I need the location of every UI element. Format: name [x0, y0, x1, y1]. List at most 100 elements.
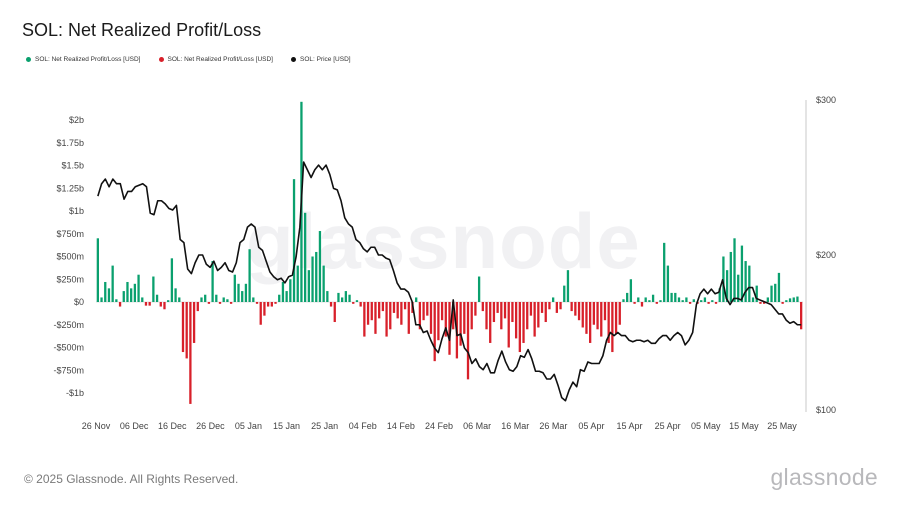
- loss-bar: [714, 302, 718, 304]
- profit-bar: [566, 270, 570, 302]
- profit-bar: [737, 274, 740, 302]
- loss-bar: [359, 302, 362, 307]
- profit-bar: [122, 291, 125, 302]
- loss-bar: [407, 302, 410, 334]
- loss-bar: [596, 302, 599, 330]
- loss-bar: [329, 302, 333, 307]
- y-left-tick-label: -$250m: [53, 320, 84, 330]
- loss-bar: [452, 302, 455, 330]
- loss-bar: [370, 302, 373, 321]
- loss-bar: [707, 302, 710, 304]
- x-tick-label: 06 Mar: [463, 421, 491, 431]
- profit-bar: [278, 294, 281, 302]
- x-tick-label: 26 Mar: [539, 421, 567, 431]
- loss-bar: [270, 302, 273, 307]
- legend-item-loss[interactable]: SOL: Net Realized Profit/Loss [USD]: [158, 56, 273, 63]
- y-left-tick-label: $1.75b: [56, 138, 84, 148]
- profit-bar: [770, 285, 773, 302]
- loss-bar: [352, 302, 355, 304]
- loss-bar: [259, 302, 262, 325]
- legend-label-price: SOL: Price [USD]: [300, 56, 351, 63]
- loss-bar: [189, 302, 192, 404]
- loss-bar: [144, 302, 148, 306]
- profit-bar: [315, 251, 318, 302]
- loss-bar: [463, 302, 466, 334]
- loss-bar: [196, 302, 199, 312]
- profit-bar: [674, 292, 677, 302]
- loss-bar: [559, 302, 562, 310]
- loss-bar: [218, 302, 222, 304]
- loss-bar: [374, 302, 377, 334]
- loss-bar: [529, 302, 533, 316]
- profit-bar: [233, 274, 236, 302]
- legend-dot-profit: [26, 57, 31, 62]
- y-left-tick-label: -$1b: [66, 388, 84, 398]
- loss-bar: [148, 302, 151, 306]
- loss-bar: [363, 302, 366, 337]
- profit-bar: [337, 292, 340, 302]
- x-tick-label: 05 May: [691, 421, 721, 431]
- y-right-tick-label: $300: [816, 95, 836, 105]
- profit-bar: [796, 296, 799, 302]
- loss-bar: [474, 302, 477, 316]
- copyright-text: © 2025 Glassnode. All Rights Reserved.: [24, 472, 239, 486]
- profit-bar: [744, 261, 747, 302]
- profit-bar: [785, 300, 788, 302]
- y-right-tick-label: $100: [816, 405, 836, 415]
- loss-bar: [511, 302, 514, 323]
- y-left-tick-label: $0: [74, 297, 84, 307]
- profit-bar: [788, 298, 792, 302]
- profit-bar: [178, 297, 181, 302]
- profit-bar: [692, 299, 695, 302]
- profit-bar: [703, 297, 707, 302]
- profit-bar: [766, 297, 769, 302]
- loss-bar: [540, 302, 544, 313]
- loss-bar: [614, 302, 618, 334]
- loss-bar: [600, 302, 603, 337]
- loss-bar: [589, 302, 592, 343]
- loss-bar: [514, 302, 518, 339]
- profit-bar: [174, 288, 177, 302]
- x-tick-label: 14 Feb: [387, 421, 415, 431]
- loss-bar: [159, 302, 162, 307]
- loss-bar: [481, 302, 484, 312]
- profit-bar: [344, 291, 348, 302]
- profit-bar: [100, 297, 103, 302]
- profit-bar: [226, 299, 229, 302]
- x-tick-label: 15 Jan: [273, 421, 300, 431]
- x-tick-label: 24 Feb: [425, 421, 453, 431]
- profit-bar: [700, 300, 703, 302]
- loss-bar: [655, 302, 658, 304]
- y-left-tick-label: $1.5b: [61, 161, 84, 171]
- loss-bar: [418, 302, 422, 330]
- legend-item-profit[interactable]: SOL: Net Realized Profit/Loss [USD]: [26, 56, 141, 63]
- profit-bar: [152, 276, 155, 302]
- loss-bar: [496, 302, 499, 313]
- x-tick-label: 15 May: [729, 421, 759, 431]
- loss-bar: [640, 302, 644, 307]
- x-tick-label: 25 May: [767, 421, 797, 431]
- loss-bar: [518, 302, 521, 353]
- profit-bar: [167, 300, 170, 302]
- profit-bar: [677, 297, 681, 302]
- loss-bar: [577, 302, 581, 321]
- profit-bar: [729, 251, 732, 302]
- profit-bar: [141, 297, 144, 302]
- profit-bar: [415, 297, 418, 302]
- profit-bar: [237, 283, 240, 302]
- loss-bar: [163, 302, 166, 310]
- y-left-tick-label: $500m: [56, 252, 84, 262]
- loss-bar: [192, 302, 196, 343]
- legend-item-price[interactable]: SOL: Price [USD]: [291, 56, 351, 63]
- loss-bar: [274, 302, 277, 304]
- profit-bar: [348, 294, 351, 302]
- profit-bar: [111, 265, 114, 302]
- loss-bar: [492, 302, 496, 323]
- loss-bar: [581, 302, 584, 328]
- loss-bar: [207, 302, 211, 304]
- loss-bar: [800, 302, 803, 330]
- loss-bar: [422, 302, 425, 321]
- profit-bar: [659, 300, 662, 302]
- loss-bar: [548, 302, 551, 310]
